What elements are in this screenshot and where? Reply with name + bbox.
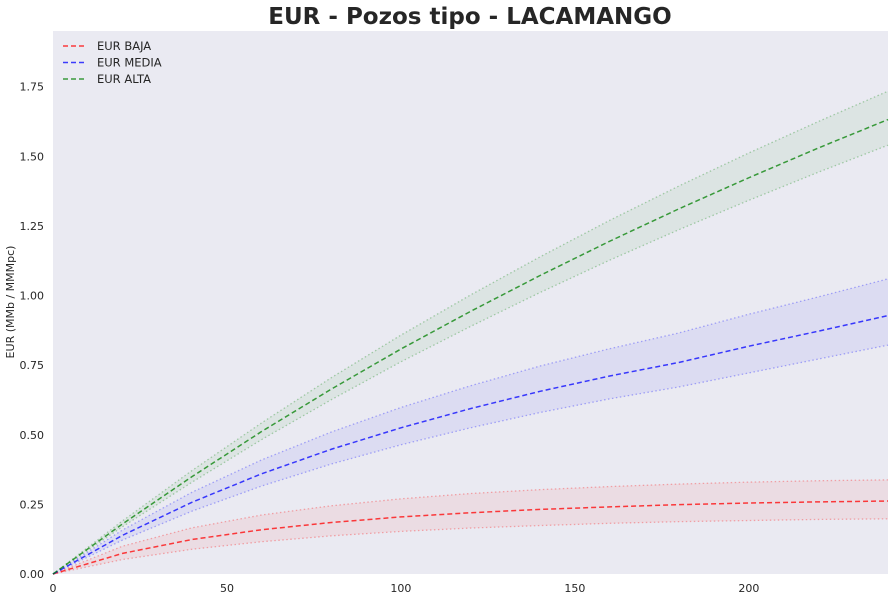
x-tick-label: 200 xyxy=(738,582,759,595)
legend: EUR BAJA EUR MEDIA EUR ALTA xyxy=(63,39,162,86)
x-axis-ticks: 0 50 100 150 200 xyxy=(50,582,760,595)
legend-label: EUR BAJA xyxy=(97,39,151,53)
legend-label: EUR MEDIA xyxy=(97,56,162,70)
y-tick-label: 1.50 xyxy=(20,150,45,163)
confidence-bounds xyxy=(52,90,889,575)
x-tick-label: 100 xyxy=(390,582,411,595)
eur-alta-line xyxy=(52,118,889,575)
confidence-bands xyxy=(53,91,888,575)
y-tick-label: 1.25 xyxy=(20,220,45,233)
eur-alta-band xyxy=(53,91,888,575)
legend-item-eur-alta: EUR ALTA xyxy=(63,72,151,86)
y-tick-label: 0.00 xyxy=(20,568,45,581)
y-axis-ticks: 0.00 0.25 0.50 0.75 1.00 1.25 1.50 1.75 xyxy=(20,81,45,581)
eur-baja-band xyxy=(53,479,888,574)
eur-baja-lower-bound xyxy=(52,518,889,575)
legend-label: EUR ALTA xyxy=(97,72,151,86)
eur-media-band xyxy=(53,278,888,574)
series-lines xyxy=(52,118,889,575)
y-tick-label: 0.50 xyxy=(20,429,45,442)
chart-title: EUR - Pozos tipo - LACAMANGO xyxy=(268,4,671,30)
y-axis-label: EUR (MMb / MMMpc) xyxy=(4,246,17,359)
eur-media-lower-bound xyxy=(52,344,889,575)
y-tick-label: 0.25 xyxy=(20,498,45,511)
legend-item-eur-media: EUR MEDIA xyxy=(63,56,162,70)
plot-area xyxy=(53,31,888,574)
legend-item-eur-baja: EUR BAJA xyxy=(63,39,151,53)
x-tick-label: 150 xyxy=(564,582,585,595)
y-tick-label: 1.00 xyxy=(20,290,45,303)
x-tick-label: 0 xyxy=(50,582,57,595)
eur-media-line xyxy=(52,314,889,575)
y-tick-label: 0.75 xyxy=(20,359,45,372)
x-tick-label: 50 xyxy=(220,582,234,595)
y-tick-label: 1.75 xyxy=(20,81,45,94)
